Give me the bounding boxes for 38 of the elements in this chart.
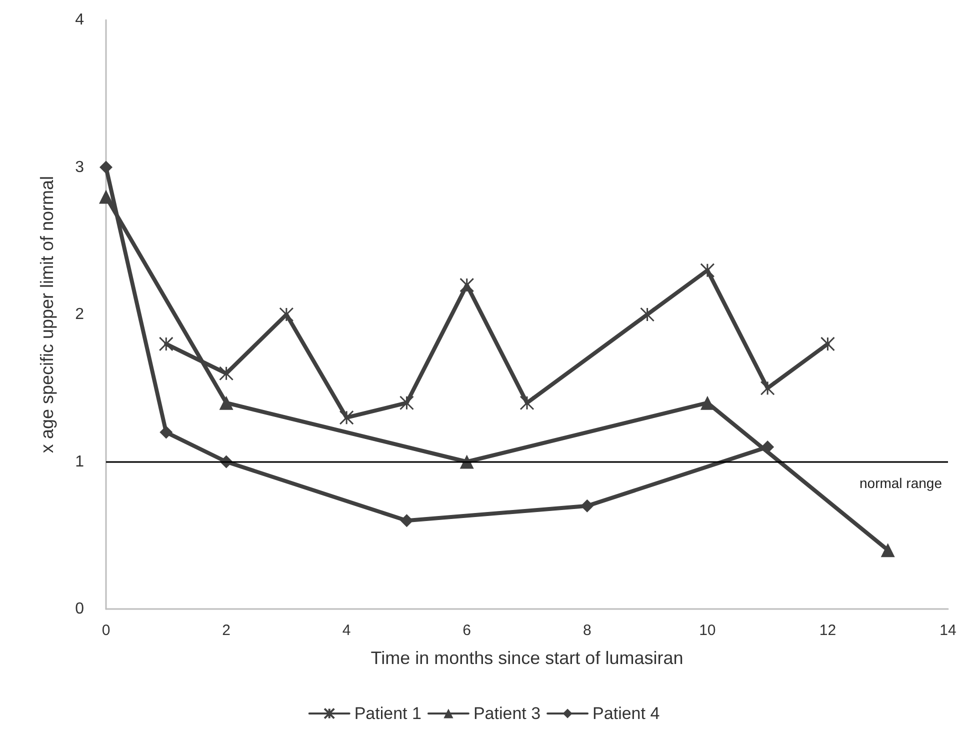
point (880, 543, 895, 558)
x-tick-label: 6 (462, 622, 472, 639)
x-tick-label: 4 (342, 622, 351, 639)
point (700, 263, 715, 278)
legend-label: Patient 3 (473, 704, 541, 723)
y-tick-label: 3 (75, 158, 84, 176)
y-axis-title: x age specific upper limit of normal (37, 176, 57, 454)
point (219, 366, 234, 381)
legend-label: Patient 4 (592, 704, 660, 723)
point (640, 307, 655, 322)
point (339, 410, 354, 425)
x-tick-label: 0 (102, 622, 110, 639)
legend-label: Patient 1 (354, 704, 422, 723)
ref-line-label: normal range (860, 474, 942, 491)
point (820, 336, 835, 352)
x-tick-label: 14 (940, 622, 956, 639)
point (580, 499, 594, 512)
x-axis-title: Time in months since start of lumasiran (370, 648, 684, 668)
point (99, 190, 113, 204)
y-tick-label: 1 (75, 453, 84, 470)
point (219, 396, 234, 410)
point (700, 396, 714, 410)
x-tick-label: 2 (222, 622, 230, 639)
x-tick-label: 10 (699, 622, 716, 639)
x-tick-label: 12 (819, 622, 836, 639)
point (460, 278, 474, 292)
y-tick-label: 2 (75, 306, 84, 323)
point (760, 380, 775, 396)
x-tick-label: 8 (582, 622, 592, 639)
point (400, 514, 414, 528)
y-tick-label: 0 (75, 600, 84, 618)
y-tick-label: 4 (75, 12, 84, 28)
point (100, 160, 112, 174)
point (399, 396, 414, 410)
point (160, 426, 173, 439)
point (158, 336, 174, 352)
point (279, 307, 294, 322)
point (520, 396, 534, 410)
